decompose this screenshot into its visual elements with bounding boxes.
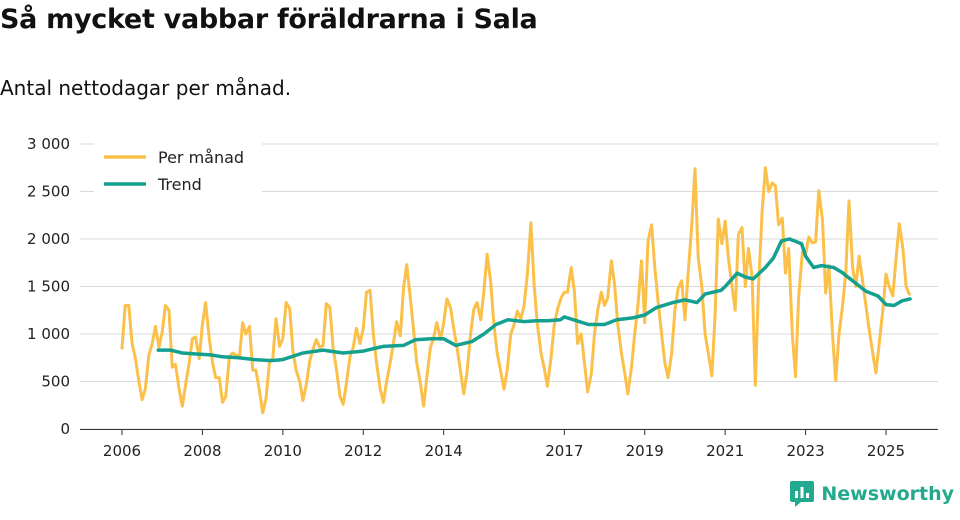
- y-tick-label: 3 000: [27, 135, 70, 153]
- legend-label: Per månad: [158, 148, 244, 167]
- y-tick-label: 500: [41, 373, 70, 391]
- y-tick-label: 1 000: [27, 325, 70, 343]
- x-tick-label: 2023: [786, 442, 824, 460]
- series-line-trend: [156, 237, 912, 363]
- brand-name: Newsworthy: [821, 483, 954, 505]
- x-tick-label: 2012: [344, 442, 382, 460]
- series-lines: [120, 166, 912, 415]
- x-tick-label: 2025: [867, 442, 905, 460]
- x-tick-label: 2008: [183, 442, 221, 460]
- x-tick-label: 2010: [264, 442, 302, 460]
- y-tick-label: 1 500: [27, 278, 70, 296]
- y-tick-label: 0: [60, 420, 70, 438]
- newsworthy-logo-icon: [790, 481, 815, 507]
- x-tick-label: 2019: [626, 442, 664, 460]
- y-tick-label: 2 000: [27, 230, 70, 248]
- chart-subtitle: Antal nettodagar per månad.: [0, 76, 292, 100]
- x-tick-label: 2017: [545, 442, 583, 460]
- chart-title: Så mycket vabbar föräldrarna i Sala: [0, 4, 538, 35]
- x-tick-label: 2014: [425, 442, 463, 460]
- x-tick-label: 2021: [706, 442, 744, 460]
- brand-logo: Newsworthy: [789, 480, 954, 508]
- legend-label: Trend: [157, 175, 202, 194]
- y-tick-label: 2 500: [27, 183, 70, 201]
- series-line-per-manad: [120, 166, 911, 415]
- y-axis-ticks: 0 500 1 000 1 500 2 000 2 500 3 000: [27, 135, 70, 438]
- legend: Per månad Trend: [94, 142, 262, 194]
- x-tick-label: 2006: [103, 442, 141, 460]
- x-axis: 2006 2008 2010 2012 2014 2017 2019 2021 2023 2025: [80, 429, 938, 460]
